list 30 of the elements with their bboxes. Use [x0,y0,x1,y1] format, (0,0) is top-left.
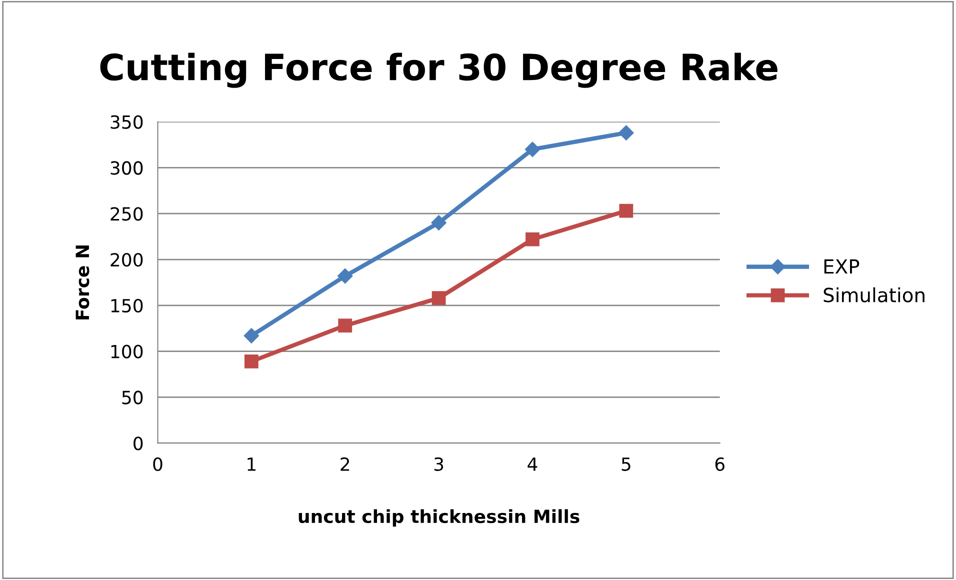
x-tick-label: 5 [622,458,630,471]
legend-label: EXP [824,259,860,274]
point [524,142,540,157]
point [338,268,353,284]
point [526,232,540,246]
point [619,204,634,218]
point [431,215,446,230]
y-tick-label: 200 [110,252,143,267]
point [432,291,446,306]
y-tick-label: 300 [110,161,143,175]
x-tick-label: 4 [528,458,538,471]
point [338,318,352,333]
y-tick-label: 0 [134,436,143,450]
x-tick-label: 3 [434,457,444,471]
x-tick-label: 6 [715,457,724,471]
chart-title: Cutting Force for 30 Degree Rake [100,52,778,88]
y-tick-label: 100 [111,344,143,358]
point [244,354,258,368]
x-tick-label: 2 [340,457,350,471]
point [244,328,259,344]
y-tick-label: 150 [111,298,143,313]
legend-label: Simulation [824,287,924,302]
x-tick-label: 1 [248,458,256,471]
x-axis-title: uncut chip thicknessin Mills [298,509,580,527]
x-tick-label: 0 [153,457,162,471]
y-tick-label: 350 [110,115,143,129]
point [618,125,634,140]
y-tick-label: 250 [110,207,143,221]
y-axis-title: Force N [76,245,90,320]
y-tick-label: 50 [122,390,143,404]
